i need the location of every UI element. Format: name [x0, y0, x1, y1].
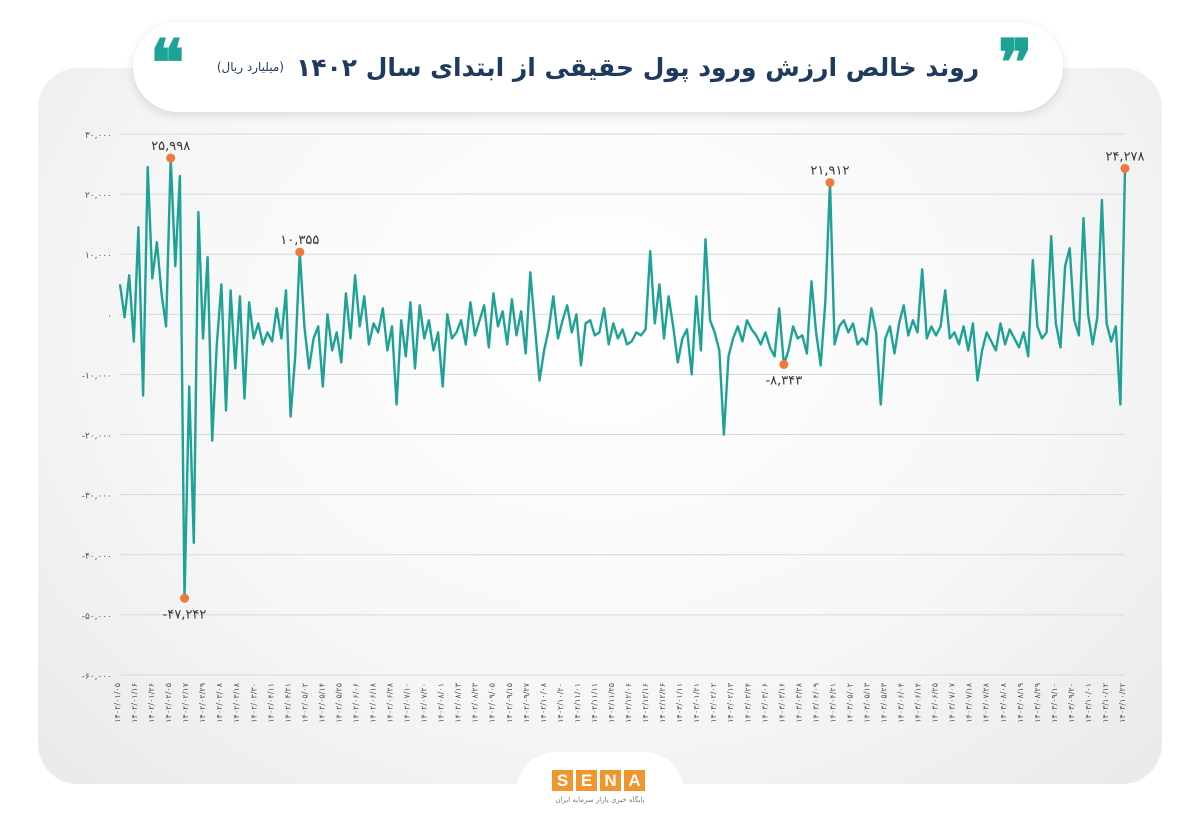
x-tick-label: ۱۴۰۳/۰۵/۰۲ — [845, 683, 854, 723]
x-tick-label: ۱۴۰۲/۰۱/۰۵ — [113, 683, 122, 723]
x-tick-label: ۱۴۰۲/۰۲/۰۵ — [164, 683, 173, 723]
x-tick-label: ۱۴۰۳/۰۵/۲۳ — [880, 682, 889, 722]
y-tick-label: -۲۰,۰۰۰ — [82, 432, 112, 442]
x-tick-label: ۱۴۰۳/۰۹/۱۰ — [1050, 683, 1059, 723]
peak-marker — [180, 593, 190, 603]
x-tick-label: ۱۴۰۲/۰۷/۲۰ — [420, 683, 429, 723]
x-tick-label: ۱۴۰۲/۰۴/۲۱ — [283, 683, 292, 723]
x-tick-label: ۱۴۰۳/۰۸/۲۹ — [1033, 683, 1042, 723]
x-tick-label: ۱۴۰۳/۱۰/۲۲ — [1118, 683, 1127, 723]
y-tick-label: -۱۰,۰۰۰ — [82, 371, 112, 381]
y-tick-label: -۳۰,۰۰۰ — [82, 492, 112, 502]
x-tick-label: ۱۴۰۳/۰۱/۱۱ — [675, 683, 684, 723]
data-line — [118, 156, 1127, 600]
peak-marker — [1120, 163, 1130, 173]
sena-logo: S E N A — [552, 770, 648, 791]
logo-letter: A — [624, 770, 645, 791]
data-label: ۲۴,۲۷۸ — [1105, 149, 1144, 164]
peak-marker — [779, 359, 789, 369]
x-tick-label: ۱۴۰۲/۰۲/۱۷ — [181, 682, 190, 722]
peak-marker — [825, 178, 835, 188]
x-tick-label: ۱۴۰۳/۰۷/۰۷ — [948, 682, 957, 722]
logo-letter: N — [600, 770, 621, 791]
x-tick-label: ۱۴۰۲/۰۱/۱۶ — [130, 683, 139, 723]
x-tick-label: ۱۴۰۳/۰۴/۲۱ — [828, 683, 837, 723]
x-tick-label: ۱۴۰۳/۰۸/۰۸ — [999, 682, 1008, 722]
chart-unit: (میلیارد ریال) — [216, 60, 284, 74]
x-tick-label: ۱۴۰۳/۰۳/۰۶ — [760, 683, 769, 723]
x-tick-label: ۱۴۰۲/۰۵/۱۴ — [317, 683, 326, 723]
x-tick-label: ۱۴۰۳/۰۹/۲۰ — [1067, 683, 1076, 723]
y-tick-label: -۴۰,۰۰۰ — [82, 552, 112, 562]
x-tick-label: ۱۴۰۳/۰۲/۰۲ — [709, 683, 718, 723]
x-tick-label: ۱۴۰۲/۱۰/۲۰ — [556, 683, 565, 723]
peak-marker — [295, 247, 305, 257]
x-tick-label: ۱۴۰۲/۱۱/۲۵ — [607, 683, 616, 723]
x-tick-label: ۱۴۰۲/۰۶/۲۸ — [386, 682, 395, 722]
logo-badge: S E N A پایگاه خبری بازار سرمایه ایران — [516, 752, 684, 831]
data-label: ۱۰,۳۵۵ — [280, 233, 319, 248]
chart-title: روند خالص ارزش ورود پول حقیقی از ابتدای … — [295, 52, 980, 82]
x-tick-label: ۱۴۰۳/۰۵/۱۳ — [862, 682, 871, 722]
x-tick-label: ۱۴۰۲/۰۳/۰۸ — [215, 682, 224, 722]
x-tick-label: ۱۴۰۲/۱۱/۰۱ — [573, 683, 582, 723]
x-tick-label: ۱۴۰۲/۰۱/۲۶ — [147, 683, 156, 723]
y-tick-label: ۱۰,۰۰۰ — [85, 251, 112, 261]
title-banner: روند خالص ارزش ورود پول حقیقی از ابتدای … — [133, 22, 1063, 112]
x-tick-label: ۱۴۰۲/۰۳/۱۸ — [232, 682, 241, 722]
x-tick-label: ۱۴۰۳/۰۶/۰۴ — [897, 683, 906, 723]
x-tick-label: ۱۴۰۳/۰۳/۱۶ — [777, 683, 786, 723]
x-tick-label: ۱۴۰۳/۰۷/۲۸ — [982, 682, 991, 722]
peak-marker — [166, 153, 176, 163]
quote-close-icon: ❞ — [998, 26, 1033, 101]
x-tick-label: ۱۴۰۲/۰۸/۲۳ — [471, 682, 480, 722]
y-tick-label: ۲۰,۰۰۰ — [85, 191, 112, 201]
y-tick-label: -۶۰,۰۰۰ — [82, 672, 112, 682]
x-tick-label: ۱۴۰۳/۰۶/۲۵ — [931, 683, 940, 723]
data-label: ۲۵,۹۹۸ — [151, 139, 190, 154]
x-tick-label: ۱۴۰۲/۰۷/۱۰ — [403, 683, 412, 723]
x-tick-label: ۱۴۰۳/۱۰/۰۱ — [1084, 683, 1093, 723]
y-tick-label: ۰ — [107, 311, 112, 321]
x-tick-label: ۱۴۰۲/۰۹/۲۷ — [522, 682, 531, 722]
x-tick-label: ۱۴۰۳/۰۶/۱۴ — [914, 683, 923, 723]
x-tick-label: ۱۴۰۲/۱۲/۲۶ — [658, 683, 667, 723]
x-tick-label: ۱۴۰۲/۰۲/۲۹ — [198, 683, 207, 723]
y-tick-label: ۳۰,۰۰۰ — [85, 131, 112, 141]
x-tick-label: ۱۴۰۲/۰۶/۱۸ — [369, 682, 378, 722]
x-tick-label: ۱۴۰۲/۰۸/۱۳ — [454, 682, 463, 722]
x-tick-label: ۱۴۰۳/۰۳/۲۸ — [794, 682, 803, 722]
x-tick-label: ۱۴۰۲/۱۰/۰۸ — [539, 682, 548, 722]
x-tick-label: ۱۴۰۲/۰۳/۳۰ — [249, 683, 258, 723]
x-tick-label: ۱۴۰۲/۰۸/۰۱ — [437, 683, 446, 723]
x-tick-label: ۱۴۰۲/۰۴/۱۱ — [266, 683, 275, 723]
x-tick-label: ۱۴۰۳/۰۲/۲۴ — [743, 683, 752, 723]
x-tick-label: ۱۴۰۲/۰۵/۲۵ — [334, 683, 343, 723]
data-label: -۴۷,۲۴۲ — [163, 607, 207, 622]
logo-letter: E — [576, 770, 597, 791]
x-tick-label: ۱۴۰۳/۰۲/۱۳ — [726, 682, 735, 722]
x-tick-label: ۱۴۰۳/۰۱/۲۱ — [692, 683, 701, 723]
x-tick-label: ۱۴۰۲/۰۹/۱۵ — [505, 683, 514, 723]
x-tick-label: ۱۴۰۳/۰۷/۱۸ — [965, 682, 974, 722]
x-tick-label: ۱۴۰۳/۱۰/۱۲ — [1101, 683, 1110, 723]
quote-open-icon: ❝ — [150, 26, 185, 101]
data-label: -۸,۳۴۳ — [765, 373, 802, 388]
x-tick-label: ۱۴۰۳/۰۴/۰۹ — [811, 683, 820, 723]
x-tick-label: ۱۴۰۲/۰۵/۰۲ — [300, 683, 309, 723]
logo-letter: S — [552, 770, 573, 791]
x-tick-label: ۱۴۰۲/۰۹/۰۵ — [488, 683, 497, 723]
data-label: ۲۱,۹۱۲ — [810, 164, 849, 179]
x-tick-label: ۱۴۰۲/۱۲/۱۶ — [641, 683, 650, 723]
logo-tagline: پایگاه خبری بازار سرمایه ایران — [555, 796, 645, 804]
chart-card — [38, 68, 1162, 784]
x-tick-label: ۱۴۰۲/۱۲/۰۶ — [624, 683, 633, 723]
x-tick-label: ۱۴۰۲/۰۶/۰۶ — [351, 683, 360, 723]
x-tick-label: ۱۴۰۲/۱۱/۱۱ — [590, 683, 599, 723]
x-tick-label: ۱۴۰۳/۰۸/۱۹ — [1016, 683, 1025, 723]
y-tick-label: -۵۰,۰۰۰ — [82, 612, 112, 622]
